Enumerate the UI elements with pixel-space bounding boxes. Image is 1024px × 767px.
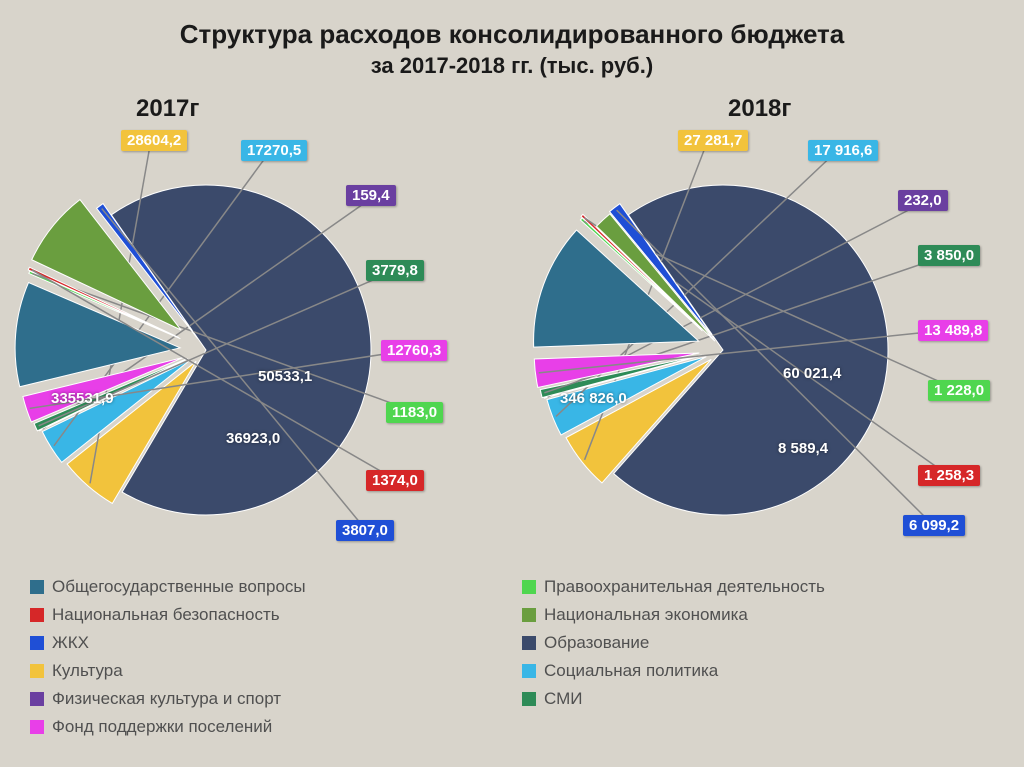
legend-swatch	[522, 664, 536, 678]
value-label-fund: 13 489,8	[918, 320, 988, 341]
charts-area: 2017г28604,217270,5159,43779,812760,3505…	[0, 90, 1024, 550]
legend-swatch	[522, 608, 536, 622]
legend-swatch	[30, 608, 44, 622]
chart-2018г: 2018г27 281,717 916,6232,03 850,013 489,…	[518, 90, 1018, 550]
chart-title: Структура расходов консолидированного бю…	[0, 0, 1024, 80]
value-label-cult: 28604,2	[121, 130, 187, 151]
legend-label: Культура	[52, 661, 123, 681]
legend-swatch	[522, 580, 536, 594]
legend-label: Физическая культура и спорт	[52, 689, 281, 709]
legend-label: Общегосударственные вопросы	[52, 577, 306, 597]
legend-item-sport: Физическая культура и спорт	[30, 689, 502, 709]
value-label-soc: 17270,5	[241, 140, 307, 161]
value-label-zkh: 6 099,2	[903, 515, 965, 536]
legend-swatch	[30, 692, 44, 706]
value-label-law: 1183,0	[386, 402, 443, 423]
title-sub: за 2017-2018 гг. (тыс. руб.)	[0, 52, 1024, 81]
legend-item-gov: Общегосударственные вопросы	[30, 577, 502, 597]
legend-label: Фонд поддержки поселений	[52, 717, 272, 737]
legend-label: Образование	[544, 633, 649, 653]
title-main: Структура расходов консолидированного бю…	[0, 18, 1024, 52]
value-label-cult: 27 281,7	[678, 130, 748, 151]
value-label-sport: 159,4	[346, 185, 396, 206]
value-label-edu: 335531,9	[51, 390, 114, 407]
legend-swatch	[30, 580, 44, 594]
value-label-gov: 50533,1	[258, 368, 312, 385]
value-label-gov: 60 021,4	[783, 365, 841, 382]
legend-item-smi: СМИ	[522, 689, 994, 709]
legend-item-law: Правоохранительная деятельность	[522, 577, 994, 597]
legend-swatch	[30, 636, 44, 650]
legend-item-soc: Социальная политика	[522, 661, 994, 681]
legend-item-cult: Культура	[30, 661, 502, 681]
legend-item-econ: Национальная экономика	[522, 605, 994, 625]
value-label-sec: 1 258,3	[918, 465, 980, 486]
value-label-sport: 232,0	[898, 190, 948, 211]
legend-swatch	[30, 664, 44, 678]
value-label-sec: 1374,0	[366, 470, 424, 491]
legend-label: Национальная экономика	[544, 605, 748, 625]
value-label-zkh: 3807,0	[336, 520, 394, 541]
legend-item-fund: Фонд поддержки поселений	[30, 717, 502, 737]
value-label-smi: 3779,8	[366, 260, 424, 281]
value-label-econ: 8 589,4	[778, 440, 828, 457]
legend-item-zkh: ЖКХ	[30, 633, 502, 653]
legend-label: Социальная политика	[544, 661, 718, 681]
legend-swatch	[522, 636, 536, 650]
legend-swatch	[30, 720, 44, 734]
legend-label: СМИ	[544, 689, 582, 709]
legend: Общегосударственные вопросы Правоохраните…	[30, 577, 994, 737]
legend-item-sec: Национальная безопасность	[30, 605, 502, 625]
chart-2017г: 2017г28604,217270,5159,43779,812760,3505…	[6, 90, 506, 550]
legend-swatch	[522, 692, 536, 706]
value-label-smi: 3 850,0	[918, 245, 980, 266]
legend-label: ЖКХ	[52, 633, 89, 653]
value-label-edu: 346 826,0	[560, 390, 627, 407]
legend-label: Правоохранительная деятельность	[544, 577, 825, 597]
value-label-fund: 12760,3	[381, 340, 447, 361]
value-label-soc: 17 916,6	[808, 140, 878, 161]
legend-label: Национальная безопасность	[52, 605, 280, 625]
legend-item-edu: Образование	[522, 633, 994, 653]
value-label-econ: 36923,0	[226, 430, 280, 447]
value-label-law: 1 228,0	[928, 380, 990, 401]
